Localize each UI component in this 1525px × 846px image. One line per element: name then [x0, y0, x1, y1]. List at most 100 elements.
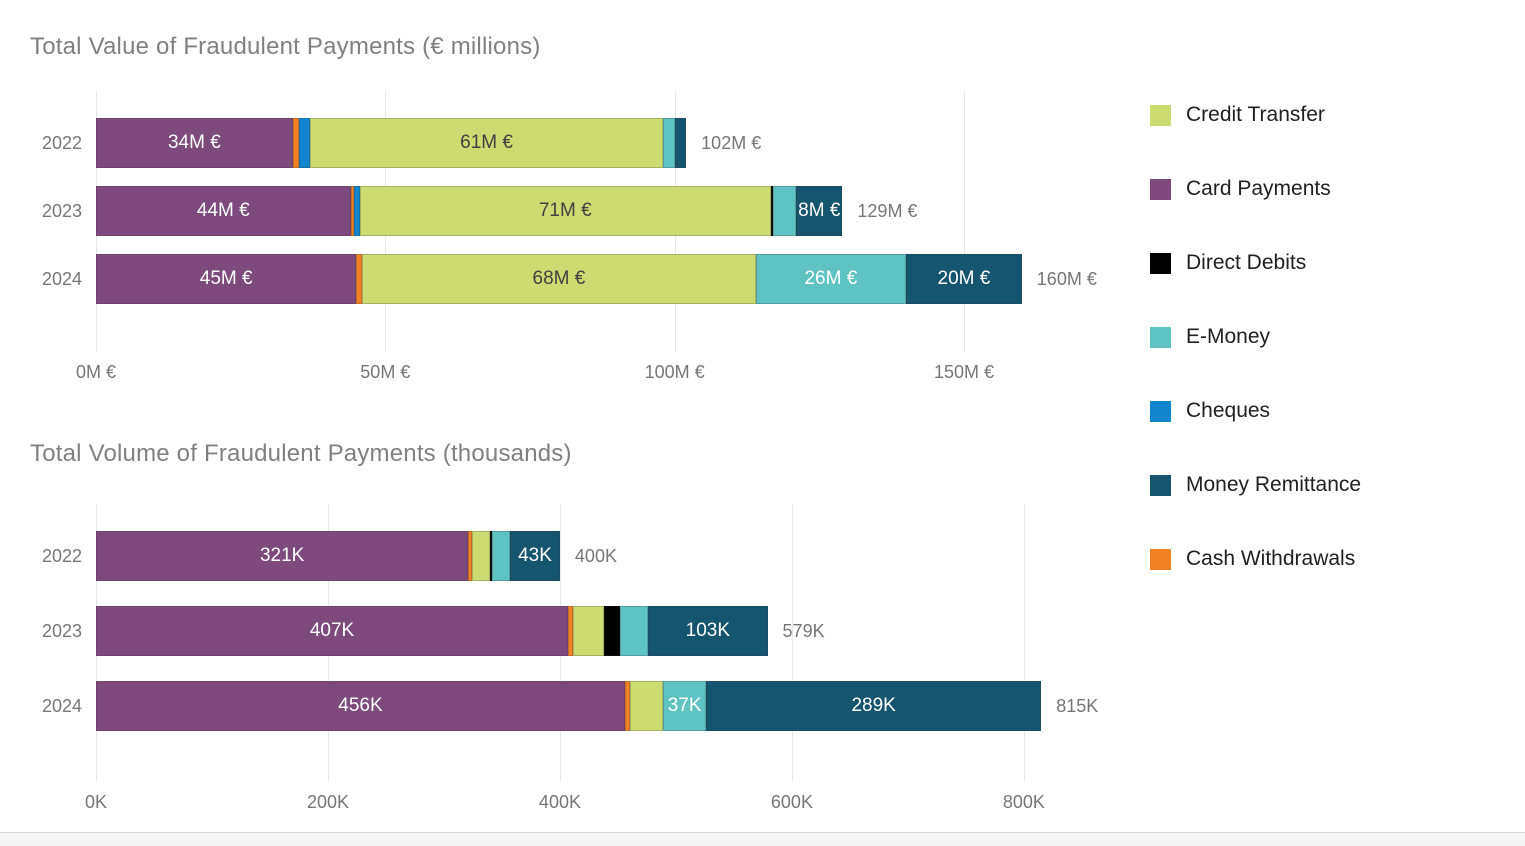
legend-label: Credit Transfer [1186, 103, 1325, 126]
segment-card_payments[interactable]: 407K [96, 606, 569, 656]
segment-value-label: 43K [518, 545, 552, 566]
segment-value-label: 44M € [196, 200, 250, 221]
value-chart-plot: 2022 34M € 61M € 102M € 2023 44M € 71M € 8M € 12… [42, 91, 1126, 382]
segment-cash_withdrawals[interactable] [568, 606, 573, 656]
segment-card_payments[interactable]: 34M € [96, 118, 293, 168]
segment-value-label: 68M € [532, 268, 586, 289]
segment-money_remittance[interactable]: 8M € [796, 186, 843, 236]
segment-card_payments[interactable]: 321K [96, 531, 469, 581]
legend-item-card_payments[interactable]: Card Payments [1150, 177, 1361, 201]
segment-money_remittance[interactable]: 43K [510, 531, 560, 581]
segment-value-label: 456K [338, 695, 383, 716]
segment-credit_transfer[interactable]: 61M € [310, 118, 664, 168]
axis-tick-label: 400K [538, 792, 581, 812]
stacked-bar-2024[interactable]: 456K 37K 289K [96, 681, 1042, 731]
segment-value-label: 289K [851, 695, 896, 716]
stacked-bar-2024[interactable]: 45M € 68M € 26M € 20M € [96, 254, 1022, 304]
category-label: 2023 [41, 620, 82, 641]
gridline [1023, 504, 1025, 782]
segment-money_remittance[interactable] [674, 118, 687, 168]
axis-tick-label: 50M € [360, 362, 411, 382]
volume-chart-x-axis: 0K 200K 400K 600K 800K [85, 786, 1126, 812]
bottom-panel-edge [0, 832, 1525, 846]
bar-total-label: 579K [782, 620, 825, 641]
legend-label: Cash Withdrawals [1186, 547, 1356, 570]
segment-e_money[interactable]: 26M € [755, 254, 907, 304]
legend-item-e_money[interactable]: E-Money [1150, 325, 1361, 349]
e_money-swatch-icon [1150, 326, 1171, 348]
stacked-bar-2023[interactable]: 407K 103K [96, 606, 768, 656]
volume-chart-title: Total Volume of Fraudulent Payments (tho… [30, 440, 572, 467]
segment-value-label: 8M € [798, 200, 841, 221]
axis-tick-label: 200K [306, 792, 349, 812]
segment-value-label: 407K [309, 620, 355, 641]
segment-direct_debits[interactable] [490, 531, 492, 581]
segment-e_money[interactable] [663, 118, 675, 168]
segment-cash_withdrawals[interactable] [468, 531, 472, 581]
bar-row-2024: 2024 45M € 68M € 26M € 20M € 160M € [42, 254, 1126, 304]
segment-cash_withdrawals[interactable] [624, 681, 630, 731]
segment-value-label: 45M € [199, 268, 253, 289]
axis-tick-label: 0K [84, 792, 108, 812]
legend-item-cash_withdrawals[interactable]: Cash Withdrawals [1150, 547, 1361, 571]
segment-cash_withdrawals[interactable] [356, 254, 363, 304]
cash_withdrawals-swatch-icon [1150, 548, 1171, 570]
axis-tick-label: 800K [1002, 792, 1045, 812]
bar-row-2023: 2023 407K 103K 579K [42, 606, 1126, 656]
money_remittance-swatch-icon [1150, 474, 1171, 496]
segment-credit_transfer[interactable]: 68M € [362, 254, 756, 304]
stacked-bar-2022[interactable]: 321K 43K [96, 531, 560, 581]
bar-total-label: 815K [1056, 695, 1099, 716]
segment-value-label: 71M € [538, 200, 592, 221]
segment-cash_withdrawals[interactable] [350, 186, 355, 236]
axis-tick-label: 100M € [644, 362, 705, 382]
segment-money_remittance[interactable]: 103K [648, 606, 768, 656]
segment-credit_transfer[interactable]: 71M € [359, 186, 771, 236]
category-label: 2024 [41, 268, 82, 289]
segment-cheques[interactable] [298, 118, 311, 168]
bar-total-label: 102M € [701, 132, 762, 153]
segment-e_money[interactable] [491, 531, 511, 581]
segment-money_remittance[interactable]: 20M € [906, 254, 1022, 304]
charts-column: Total Value of Fraudulent Payments (€ mi… [30, 0, 1150, 812]
bar-row-2024: 2024 456K 37K 289K 815K [42, 681, 1126, 731]
credit_transfer-swatch-icon [1150, 104, 1171, 126]
value-chart-title: Total Value of Fraudulent Payments (€ mi… [30, 33, 541, 60]
segment-cheques[interactable] [354, 186, 360, 236]
segment-cash_withdrawals[interactable] [292, 118, 299, 168]
category-label: 2024 [41, 695, 82, 716]
segment-card_payments[interactable]: 44M € [96, 186, 351, 236]
legend-item-cheques[interactable]: Cheques [1150, 399, 1361, 423]
segment-credit_transfer[interactable] [572, 606, 605, 656]
segment-e_money[interactable] [772, 186, 797, 236]
axis-tick-label: 0M € [75, 362, 117, 382]
card_payments-swatch-icon [1150, 178, 1171, 200]
bar-row-2023: 2023 44M € 71M € 8M € 129M € [42, 186, 1126, 236]
segment-credit_transfer[interactable] [629, 681, 664, 731]
stacked-bar-2023[interactable]: 44M € 71M € 8M € [96, 186, 843, 236]
legend-label: E-Money [1186, 325, 1271, 348]
segment-money_remittance[interactable]: 289K [706, 681, 1042, 731]
cheques-swatch-icon [1150, 400, 1171, 422]
legend-item-money_remittance[interactable]: Money Remittance [1150, 473, 1361, 497]
segment-card_payments[interactable]: 456K [96, 681, 625, 731]
bar-total-label: 160M € [1036, 268, 1097, 289]
segment-credit_transfer[interactable] [471, 531, 491, 581]
segment-direct_debits[interactable] [604, 606, 621, 656]
axis-tick-label: 150M € [933, 362, 994, 382]
segment-value-label: 34M € [167, 132, 221, 153]
legend-item-direct_debits[interactable]: Direct Debits [1150, 251, 1361, 275]
segment-e_money[interactable]: 37K [663, 681, 707, 731]
bar-total-label: 129M € [857, 200, 918, 221]
segment-direct_debits[interactable] [770, 186, 773, 236]
segment-value-label: 103K [685, 620, 730, 641]
direct_debits-swatch-icon [1150, 252, 1171, 274]
legend-label: Money Remittance [1186, 473, 1362, 496]
segment-e_money[interactable] [620, 606, 649, 656]
segment-card_payments[interactable]: 45M € [96, 254, 357, 304]
segment-value-label: 61M € [460, 132, 513, 153]
volume-chart-plot: 2022 321K 43K 400K 2023 407K 103K 579K 2024 456K 3… [42, 504, 1126, 812]
legend-item-credit_transfer[interactable]: Credit Transfer [1150, 103, 1361, 127]
stacked-bar-2022[interactable]: 34M € 61M € [96, 118, 687, 168]
legend-label: Card Payments [1186, 177, 1331, 200]
